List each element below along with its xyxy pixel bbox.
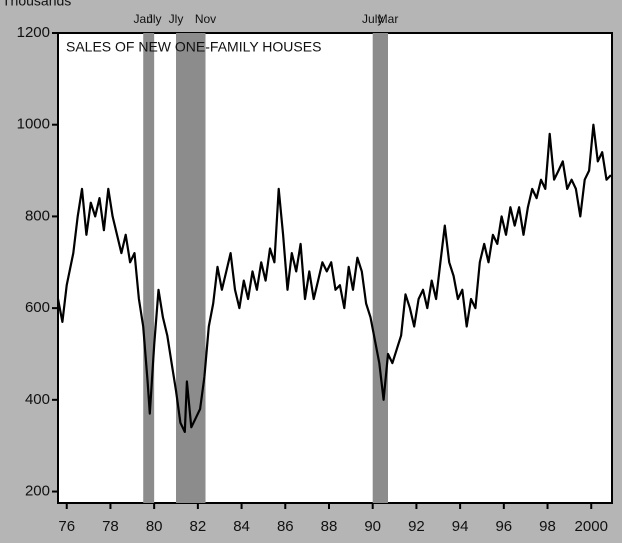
y-tick-label: 1200	[17, 24, 50, 41]
x-tick-label: 76	[58, 518, 75, 535]
recession-label: Jan	[134, 12, 153, 26]
x-tick-label: 94	[452, 518, 469, 535]
y-tick-label: 800	[25, 207, 50, 224]
x-tick-label: 82	[190, 518, 207, 535]
recession-label: Jly	[147, 12, 162, 26]
x-tick-label: 88	[321, 518, 338, 535]
x-tick-label: 2000	[575, 518, 608, 535]
y-tick-label: 1000	[17, 116, 50, 133]
x-tick-label: 98	[539, 518, 556, 535]
recession-band	[143, 33, 155, 503]
x-tick-label: 96	[495, 518, 512, 535]
y-tick-label: 600	[25, 299, 50, 316]
y-tick-label: 400	[25, 391, 50, 408]
recession-band	[372, 33, 388, 503]
chart-title: SALES OF NEW ONE-FAMILY HOUSES	[66, 39, 321, 55]
x-tick-label: 84	[233, 518, 250, 535]
recession-label: Mar	[378, 12, 399, 26]
data-line	[56, 123, 612, 433]
recession-label: Jly	[169, 12, 184, 26]
plot-area	[57, 32, 613, 504]
recession-band	[176, 33, 206, 503]
y-tick-label: 200	[25, 483, 50, 500]
x-tick-label: 78	[102, 518, 119, 535]
x-tick-label: 86	[277, 518, 294, 535]
x-tick-label: 92	[408, 518, 425, 535]
y-axis-label: Thousands	[2, 0, 71, 9]
recession-label: Nov	[195, 12, 216, 26]
x-tick-label: 90	[364, 518, 381, 535]
x-tick-label: 80	[146, 518, 163, 535]
recession-label: July	[362, 12, 383, 26]
